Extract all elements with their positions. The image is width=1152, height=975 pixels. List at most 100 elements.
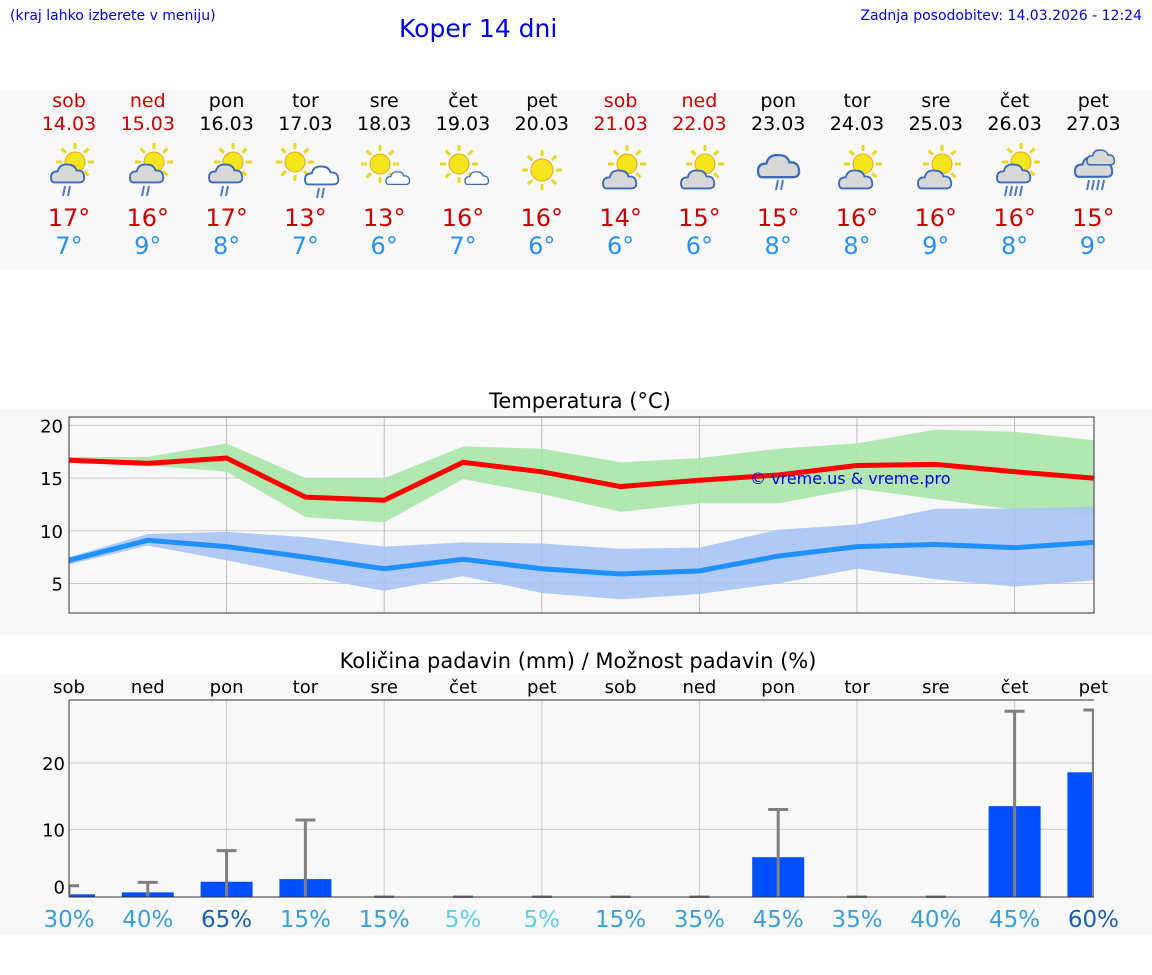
title-bg — [0, 368, 1152, 409]
day-date: 26.03 — [987, 113, 1042, 135]
min-temp: 6° — [606, 232, 635, 260]
precip-probability: 45% — [753, 907, 804, 933]
precip-probability: 5% — [445, 907, 482, 933]
sun-cloud-heavy-rain-icon — [975, 136, 1055, 204]
chart-title: Količina padavin (mm) / Možnost padavin … — [340, 649, 817, 673]
max-temp: 16° — [993, 204, 1036, 232]
x-day-label: pet — [1079, 677, 1109, 698]
day-name: ned — [129, 90, 166, 112]
day-date: 20.03 — [514, 113, 569, 135]
sun-small-cloud-icon — [423, 136, 503, 204]
min-temp: 8° — [843, 232, 871, 260]
plot-frame — [68, 416, 1095, 614]
max-temp: 16° — [520, 204, 564, 232]
day-name: pon — [208, 90, 245, 112]
day-date: 19.03 — [435, 113, 491, 135]
day-name: pet — [526, 90, 558, 112]
min-range-band — [69, 506, 1094, 600]
precip-probability: 40% — [122, 907, 173, 933]
day-date: 25.03 — [908, 113, 963, 135]
chart-title: Temperatura (°C) — [488, 389, 671, 413]
cloud-heavy-rain-icon — [1053, 136, 1133, 204]
min-temp: 7° — [449, 232, 477, 260]
page-title: Koper 14 dni — [399, 14, 558, 43]
day-forecast: sre 18.03 13° 6° — [344, 90, 424, 260]
x-day-label: sre — [370, 677, 397, 698]
day-forecast: pon 16.03 17° 8° — [187, 90, 267, 260]
precip-probability: 45% — [989, 907, 1040, 933]
x-day-label: ned — [131, 677, 165, 698]
day-forecast: sob 14.03 17° 7° — [29, 90, 109, 260]
sun-cloud-rain-icon — [187, 136, 267, 204]
x-day-label: sre — [922, 677, 949, 698]
max-temp: 16° — [441, 204, 485, 232]
day-forecast: pon 23.03 15° 8° — [738, 90, 818, 260]
title-bg — [0, 640, 1152, 675]
max-temp-line — [68, 455, 1094, 503]
min-temp: 6° — [685, 232, 714, 260]
last-updated: Zadnja posodobitev: 14.03.2026 - 12:24 — [860, 8, 1142, 24]
min-temp: 9° — [1079, 232, 1108, 260]
max-temp: 15° — [756, 204, 800, 232]
day-forecast: pet 20.03 16° 6° — [502, 90, 582, 260]
day-name: tor — [843, 90, 871, 112]
min-temp: 7° — [55, 232, 83, 260]
precip-probability: 15% — [595, 907, 646, 933]
day-date: 15.03 — [120, 113, 175, 135]
precip-probability: 15% — [280, 907, 331, 933]
day-forecast: pet 27.03 15° 9° — [1053, 90, 1133, 260]
day-name: sre — [369, 90, 399, 112]
precipitation-chart: Količina padavin (mm) / Možnost padavin … — [0, 640, 1152, 933]
precip-probability: 65% — [201, 907, 252, 933]
day-forecast: ned 15.03 16° 9° — [108, 90, 188, 260]
temperature-chart: Temperatura (°C) 5 10 15 20 © vreme.us & vrem… — [0, 368, 1152, 614]
y-tick-label: 10 — [42, 820, 65, 841]
max-temp: 14° — [599, 204, 642, 232]
day-name: čet — [448, 90, 478, 112]
day-forecast: čet 19.03 16° 7° — [423, 90, 503, 260]
min-temp: 8° — [1000, 232, 1029, 260]
min-temp: 9° — [922, 232, 950, 260]
precip-probability: 30% — [43, 907, 94, 933]
x-day-label: ned — [682, 677, 716, 698]
precip-probability: 60% — [1068, 907, 1119, 933]
day-date: 16.03 — [199, 113, 254, 135]
cloud-rain-icon — [738, 136, 818, 204]
y-tick-label: 20 — [42, 754, 65, 775]
precipitation-section: Količina padavin (mm) / Možnost padavin … — [0, 640, 1152, 935]
precip-probability: 35% — [674, 907, 725, 933]
sun-icon — [502, 136, 582, 204]
max-temp: 15° — [678, 204, 721, 232]
precip-bar — [1067, 772, 1094, 897]
max-temp: 16° — [835, 204, 879, 232]
day-name: tor — [291, 90, 319, 112]
watermark: © vreme.us & vreme.pro — [750, 469, 951, 488]
min-temp: 6° — [528, 232, 556, 260]
max-temp: 15° — [1072, 204, 1115, 232]
x-day-label: sob — [605, 677, 637, 698]
y-tick-label: 15 — [40, 469, 63, 490]
sun-cloud-rain-icon — [108, 136, 188, 204]
day-name: ned — [681, 90, 718, 112]
min-temp: 7° — [291, 232, 320, 260]
max-temp: 16° — [914, 204, 958, 232]
day-name: sre — [921, 90, 951, 112]
y-tick-label: 20 — [40, 416, 63, 437]
day-date: 23.03 — [750, 113, 806, 135]
day-forecast: čet 26.03 16° 8° — [975, 90, 1055, 260]
min-temp: 9° — [134, 232, 162, 260]
max-temp: 13° — [284, 204, 327, 232]
day-date: 21.03 — [593, 113, 648, 135]
x-day-label: tor — [293, 677, 319, 698]
day-forecast: ned 22.03 15° 6° — [659, 90, 739, 260]
x-day-label: čet — [1001, 677, 1029, 698]
daily-forecast-strip: sob 14.03 17° 7° ned 15.03 16° 9° pon 16.0… — [0, 90, 1152, 270]
day-date: 24.03 — [829, 113, 885, 135]
x-day-label: čet — [449, 677, 477, 698]
sun-whitecloud-rain-icon — [265, 136, 345, 204]
max-temp: 17° — [47, 204, 91, 232]
day-forecast: tor 17.03 13° 7° — [265, 90, 345, 260]
day-name: pon — [760, 90, 797, 112]
day-date: 17.03 — [278, 113, 333, 135]
day-forecast: tor 24.03 16° 8° — [817, 90, 897, 260]
